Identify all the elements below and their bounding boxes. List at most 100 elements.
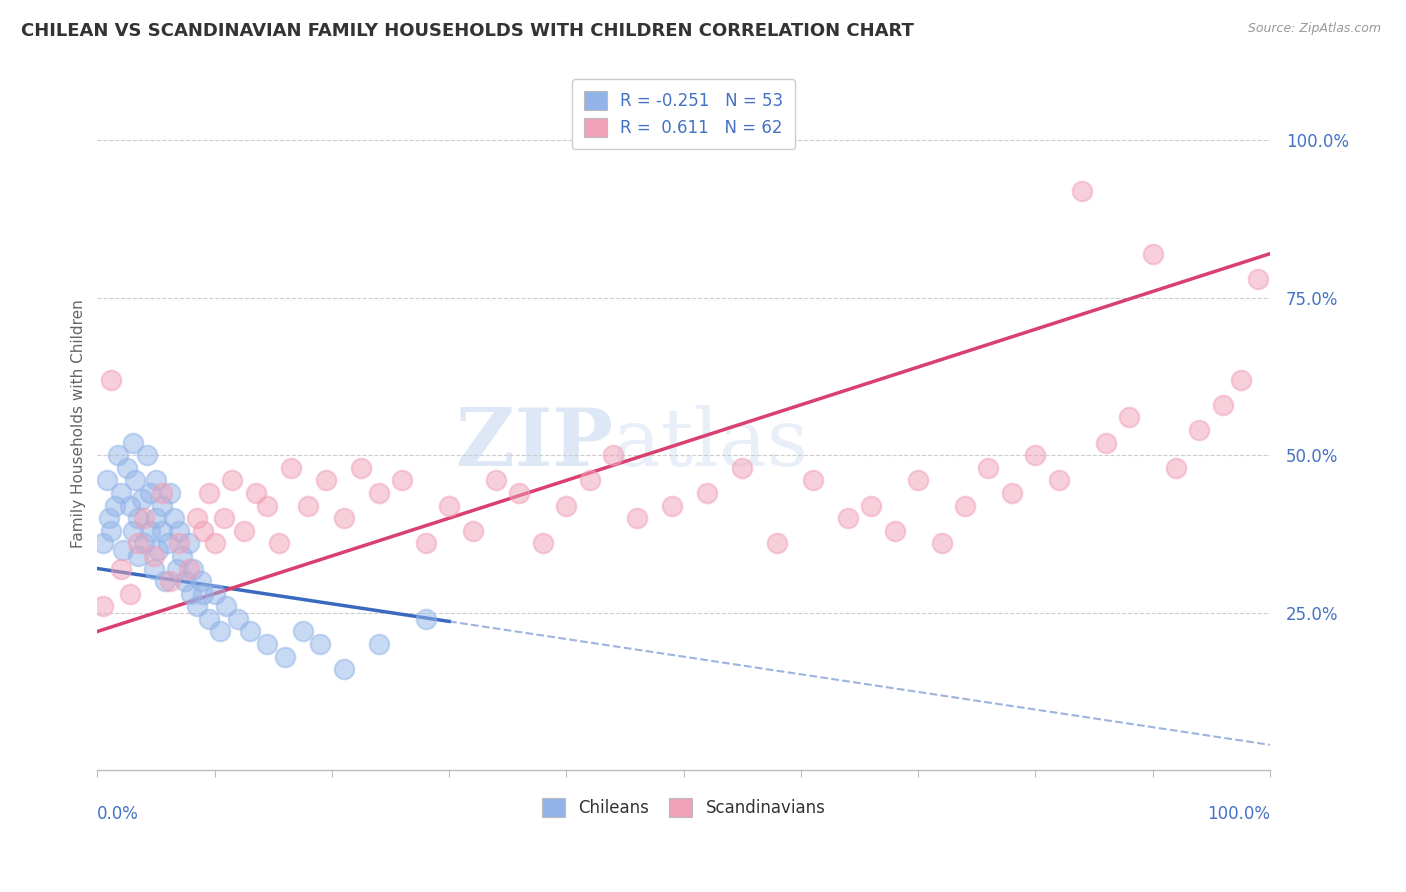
Point <box>142 561 165 575</box>
Legend: Chileans, Scandinavians: Chileans, Scandinavians <box>534 791 832 824</box>
Point <box>367 486 389 500</box>
Point <box>191 587 214 601</box>
Point <box>350 460 373 475</box>
Point <box>186 599 208 614</box>
Point <box>1118 410 1140 425</box>
Point <box>190 574 212 588</box>
Point <box>221 474 243 488</box>
Point <box>156 536 179 550</box>
Point <box>110 486 132 500</box>
Point <box>291 624 314 639</box>
Point <box>148 542 170 557</box>
Point <box>96 474 118 488</box>
Point <box>166 561 188 575</box>
Text: 100.0%: 100.0% <box>1206 805 1270 822</box>
Point <box>977 460 1000 475</box>
Point <box>107 448 129 462</box>
Point <box>1094 435 1116 450</box>
Point <box>860 499 883 513</box>
Point <box>142 549 165 563</box>
Point <box>127 549 149 563</box>
Point <box>169 524 191 538</box>
Point <box>1164 460 1187 475</box>
Point <box>150 499 173 513</box>
Point <box>437 499 460 513</box>
Point <box>415 536 437 550</box>
Point <box>186 511 208 525</box>
Point <box>204 587 226 601</box>
Point <box>120 499 142 513</box>
Point <box>177 536 200 550</box>
Point <box>1142 246 1164 260</box>
Point <box>191 524 214 538</box>
Point <box>112 542 135 557</box>
Point <box>315 474 337 488</box>
Point <box>578 474 600 488</box>
Point <box>1047 474 1070 488</box>
Point <box>204 536 226 550</box>
Text: 0.0%: 0.0% <box>97 805 139 822</box>
Point <box>1071 184 1094 198</box>
Point <box>91 536 114 550</box>
Point <box>135 448 157 462</box>
Point <box>256 499 278 513</box>
Point <box>332 662 354 676</box>
Point <box>183 561 205 575</box>
Point <box>209 624 232 639</box>
Point <box>131 492 153 507</box>
Point <box>212 511 235 525</box>
Point <box>145 474 167 488</box>
Point <box>197 486 219 500</box>
Point <box>1001 486 1024 500</box>
Text: CHILEAN VS SCANDINAVIAN FAMILY HOUSEHOLDS WITH CHILDREN CORRELATION CHART: CHILEAN VS SCANDINAVIAN FAMILY HOUSEHOLD… <box>21 22 914 40</box>
Point <box>127 536 149 550</box>
Point <box>110 561 132 575</box>
Text: ZIP: ZIP <box>457 406 613 483</box>
Point <box>180 587 202 601</box>
Point <box>139 486 162 500</box>
Point <box>555 499 578 513</box>
Point <box>367 637 389 651</box>
Point <box>256 637 278 651</box>
Point <box>531 536 554 550</box>
Point <box>159 486 181 500</box>
Point <box>953 499 976 513</box>
Point <box>1188 423 1211 437</box>
Point <box>731 460 754 475</box>
Point <box>197 612 219 626</box>
Point <box>931 536 953 550</box>
Point <box>1229 373 1251 387</box>
Point <box>332 511 354 525</box>
Point <box>124 474 146 488</box>
Point <box>100 524 122 538</box>
Point <box>120 587 142 601</box>
Point <box>150 524 173 538</box>
Point <box>626 511 648 525</box>
Point <box>245 486 267 500</box>
Point <box>883 524 905 538</box>
Point <box>766 536 789 550</box>
Point <box>508 486 530 500</box>
Text: atlas: atlas <box>613 406 808 483</box>
Point <box>1212 398 1234 412</box>
Point <box>115 460 138 475</box>
Point <box>98 511 121 525</box>
Point <box>134 536 156 550</box>
Point <box>602 448 624 462</box>
Point <box>100 373 122 387</box>
Point <box>134 511 156 525</box>
Y-axis label: Family Households with Children: Family Households with Children <box>72 300 86 548</box>
Text: Source: ZipAtlas.com: Source: ZipAtlas.com <box>1247 22 1381 36</box>
Point <box>232 524 254 538</box>
Point <box>661 499 683 513</box>
Point <box>415 612 437 626</box>
Point <box>274 649 297 664</box>
Point <box>1024 448 1046 462</box>
Point <box>91 599 114 614</box>
Point <box>1247 272 1270 286</box>
Point <box>170 549 193 563</box>
Point <box>391 474 413 488</box>
Point <box>150 486 173 500</box>
Point <box>215 599 238 614</box>
Point <box>145 511 167 525</box>
